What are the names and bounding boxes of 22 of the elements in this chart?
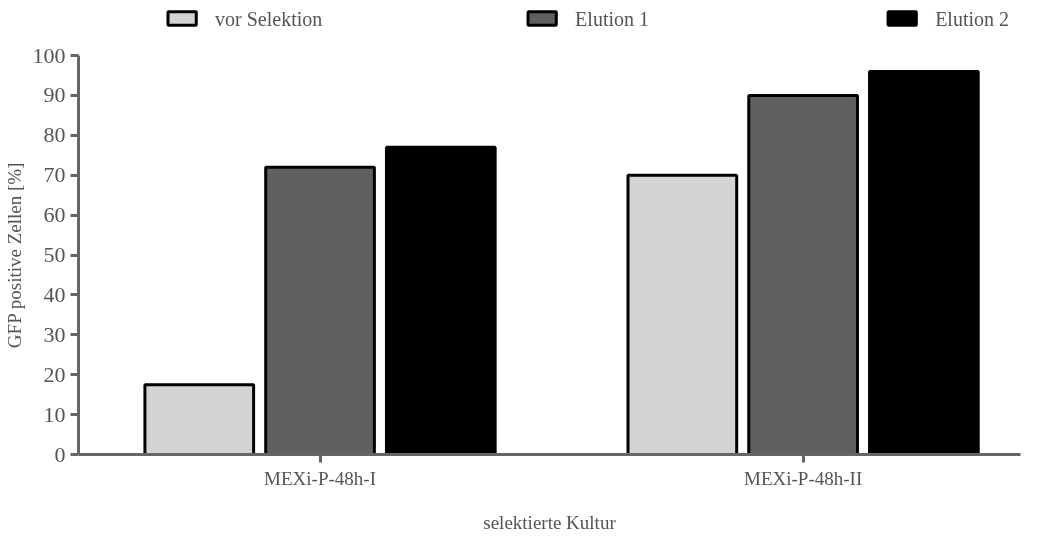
y-tick-label: 90: [43, 82, 66, 108]
legend-label: Elution 1: [575, 7, 650, 30]
y-tick-label: 100: [32, 42, 66, 68]
legend-label: vor Selektion: [215, 7, 323, 30]
y-tick-label: 0: [54, 441, 66, 467]
y-tick-label: 80: [43, 122, 66, 148]
y-tick-label: 40: [43, 281, 66, 307]
y-tick-label: 10: [43, 401, 66, 427]
y-tick-label: 30: [43, 321, 66, 347]
y-axis-title: GFP positive Zellen [%]: [3, 162, 25, 349]
x-axis-title: selektierte Kultur: [483, 511, 617, 533]
legend-label: Elution 2: [935, 7, 1010, 30]
x-tick-label: MEXi-P-48h-II: [744, 467, 863, 489]
bar: [626, 173, 739, 455]
x-tick-label: MEXi-P-48h-I: [264, 467, 376, 489]
y-tick-label: 70: [43, 162, 66, 188]
y-tick-label: 50: [43, 242, 66, 267]
y-tick-label: 20: [43, 361, 66, 387]
bar: [384, 145, 497, 455]
y-tick-label: 60: [43, 202, 66, 228]
bar: [143, 383, 256, 455]
bar: [868, 69, 980, 455]
